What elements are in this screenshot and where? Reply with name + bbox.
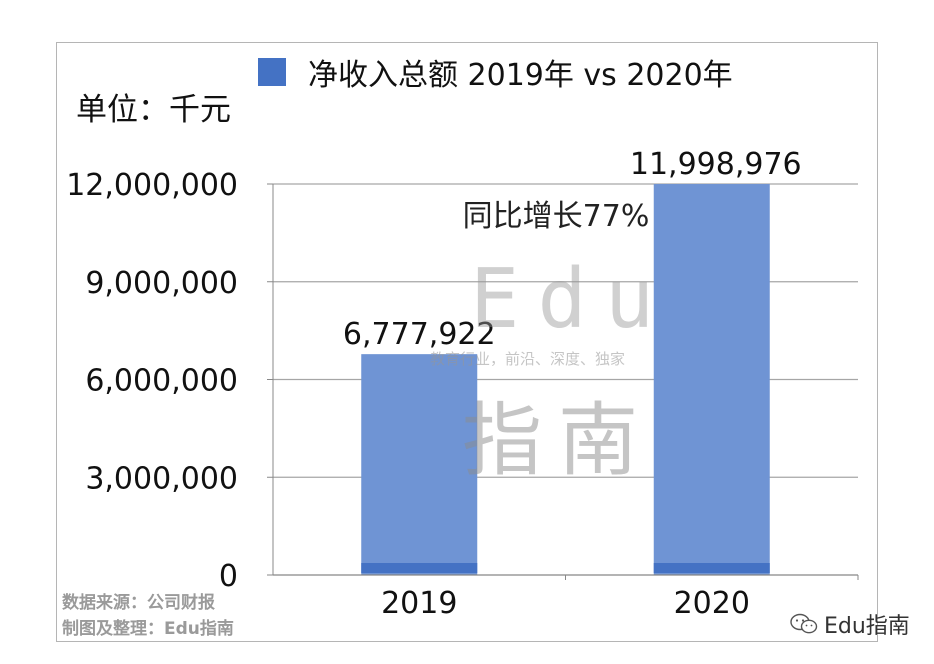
unit-label: 单位：千元 — [76, 92, 231, 128]
x-tick-label: 2019 — [381, 586, 457, 621]
growth-annotation: 同比增长77% — [463, 199, 650, 234]
wechat-icon — [790, 613, 818, 634]
legend-swatch — [258, 58, 286, 86]
brand-name: Edu指南 — [824, 614, 910, 639]
bar-base-2020 — [653, 563, 770, 573]
labels: 0 3,000,000 6,000,000 9,000,000 12,000,000 6,… — [66, 147, 801, 621]
legend-label: 净收入总额 2019年 vs 2020年 — [308, 58, 733, 93]
y-tick-label: 0 — [219, 559, 238, 594]
y-tick-label: 3,000,000 — [85, 461, 238, 496]
data-label: 6,777,922 — [343, 317, 496, 352]
chart-frame — [56, 42, 878, 642]
y-tick-label: 9,000,000 — [85, 266, 238, 301]
data-label: 11,998,976 — [630, 147, 802, 182]
bar-2020 — [653, 184, 770, 575]
bar-2019 — [361, 354, 478, 575]
watermark-subtitle: 教育行业，前沿、深度、独家 — [430, 350, 626, 368]
watermark-chinese: 指南 — [462, 394, 654, 487]
axes — [267, 183, 859, 580]
watermark-text: Edu — [470, 252, 673, 347]
bars — [361, 184, 770, 575]
bar-base-2019 — [361, 563, 478, 573]
legend: 净收入总额 2019年 vs 2020年 — [258, 50, 733, 94]
brand: Edu指南 — [790, 608, 910, 640]
x-tick-label: 2020 — [674, 586, 750, 621]
data-source-note: 数据来源：公司财报 — [62, 593, 215, 613]
y-tick-label: 6,000,000 — [85, 364, 238, 399]
y-tick-label: 12,000,000 — [66, 168, 238, 203]
author-note: 制图及整理：Edu指南 — [62, 619, 234, 639]
